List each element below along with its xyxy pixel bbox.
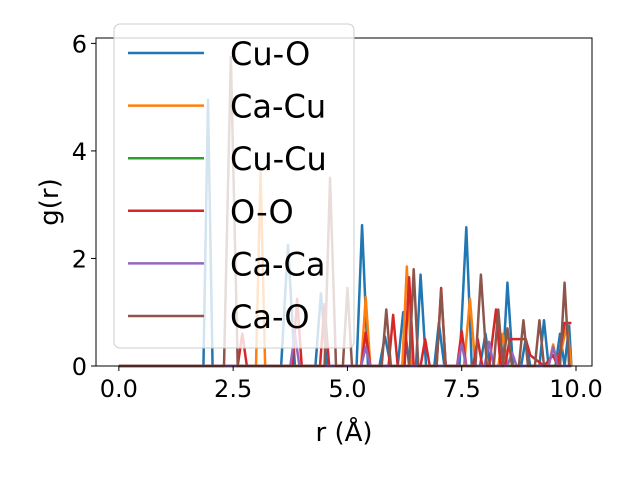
x-axis-label: r (Å) [315, 416, 372, 448]
legend-label-ca-cu: Ca-Cu [230, 88, 326, 126]
x-tick-label: 2.5 [214, 375, 252, 403]
legend-label-ca-o: Ca-O [230, 298, 310, 336]
legend: Cu-O Ca-Cu Cu-Cu O-O Ca-Ca Ca-O [113, 23, 355, 349]
legend-label-ca-ca: Ca-Ca [230, 245, 325, 283]
x-tick-label: 5.0 [328, 375, 366, 403]
legend-label-o-o: O-O [230, 193, 294, 231]
y-tick-label: 4 [72, 138, 87, 166]
x-tick-label: 0.0 [100, 375, 138, 403]
x-tick-label: 10.0 [549, 375, 602, 403]
y-tick-label: 0 [72, 353, 87, 381]
x-tick-label: 7.5 [443, 375, 481, 403]
y-tick-label: 6 [72, 30, 87, 58]
legend-label-cu-cu: Cu-Cu [230, 140, 327, 178]
legend-label-cu-o: Cu-O [230, 35, 310, 73]
y-axis-ticks: 0 2 4 6 [72, 30, 96, 381]
y-tick-label: 2 [72, 245, 87, 273]
y-axis-label: g(r) [35, 178, 65, 225]
x-axis-ticks: 0.0 2.5 5.0 7.5 10.0 [100, 366, 603, 403]
